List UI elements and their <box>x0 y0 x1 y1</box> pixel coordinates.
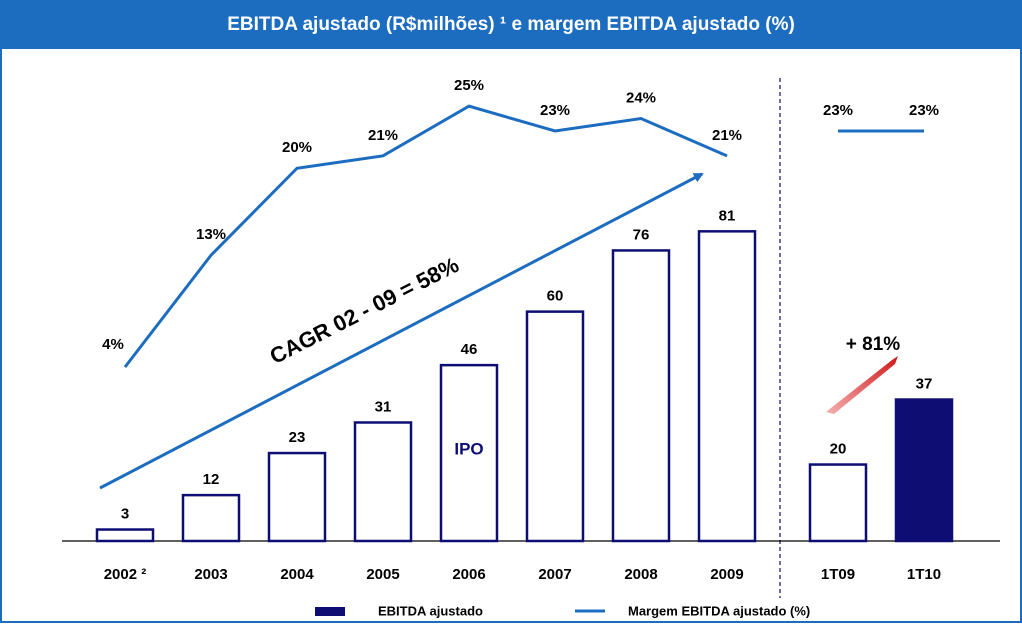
bar <box>181 493 241 543</box>
line-value-label: 20% <box>282 139 312 156</box>
bar <box>611 249 671 543</box>
growth-arrow <box>826 356 898 414</box>
bar-annotation: IPO <box>454 439 483 458</box>
bar-value-label: 37 <box>916 376 933 393</box>
legend-swatch <box>315 607 345 616</box>
line-value-label: 13% <box>196 226 226 243</box>
bar <box>439 363 499 543</box>
bar <box>267 451 327 543</box>
line-value-label: 25% <box>454 77 484 94</box>
bar-value-label: 60 <box>547 288 564 305</box>
cagr-arrow <box>99 172 704 490</box>
bar-value-label: 46 <box>461 341 478 358</box>
growth-label: + 81% <box>846 334 901 355</box>
line-value-label: 4% <box>102 336 124 353</box>
bar-value-label: 12 <box>203 471 220 488</box>
bar <box>525 310 585 543</box>
legend-label: Margem EBITDA ajustado (%) <box>628 603 810 618</box>
line-value-label: 24% <box>626 90 656 107</box>
bar-value-label: 3 <box>121 505 129 522</box>
line-value-label: 23% <box>823 102 853 119</box>
line-value-label: 23% <box>909 102 939 119</box>
legend-label: EBITDA ajustado <box>378 603 483 618</box>
x-tick-label: 2009 <box>710 566 743 583</box>
x-tick-label: 2002 ² <box>104 566 147 583</box>
x-tick-label: 2003 <box>194 566 227 583</box>
bar-value-label: 31 <box>375 398 392 415</box>
x-tick-label: 1T09 <box>821 566 855 583</box>
bar-value-label: 20 <box>830 441 847 458</box>
bar <box>353 421 413 543</box>
bar <box>95 528 155 543</box>
x-tick-label: 2005 <box>366 566 399 583</box>
x-tick-label: 2006 <box>452 566 485 583</box>
line-value-label: 21% <box>368 127 398 144</box>
bar-value-label: 76 <box>633 226 650 243</box>
bar-value-label: 81 <box>719 207 736 224</box>
x-tick-label: 2004 <box>280 566 314 583</box>
x-tick-label: 1T10 <box>907 566 941 583</box>
title-bar <box>1 1 1021 49</box>
bar <box>894 398 954 543</box>
bar <box>697 230 757 543</box>
x-tick-label: 2007 <box>538 566 571 583</box>
line-value-label: 21% <box>712 127 742 144</box>
line-value-label: 23% <box>540 102 570 119</box>
margin-line <box>123 104 924 368</box>
x-tick-label: 2008 <box>624 566 657 583</box>
bar-value-label: 23 <box>289 429 306 446</box>
bar <box>808 463 868 543</box>
chart-title: EBITDA ajustado (R$milhões) ¹ e margem E… <box>227 14 795 35</box>
